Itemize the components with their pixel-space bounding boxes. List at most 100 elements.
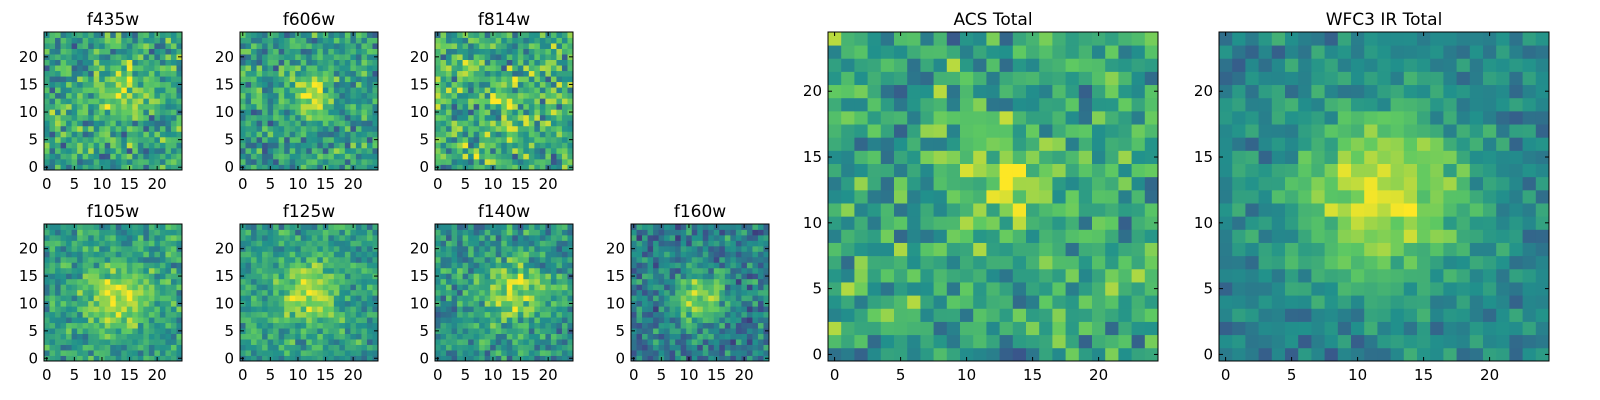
heatmap-cell: [372, 120, 379, 127]
heatmap-cell: [350, 125, 357, 132]
heatmap-cell: [702, 317, 709, 324]
heatmap-cell: [60, 76, 67, 83]
heatmap-cell: [256, 114, 263, 121]
heatmap-cell: [828, 321, 842, 336]
heatmap-cell: [920, 347, 934, 362]
heatmap-cell: [920, 295, 934, 309]
heatmap-cell: [479, 76, 486, 83]
heatmap-cell: [440, 158, 447, 165]
x-tick-label: 10: [288, 366, 307, 384]
heatmap-cell: [176, 92, 183, 99]
heatmap-cell: [724, 262, 731, 269]
heatmap-cell: [517, 98, 524, 105]
heatmap-cell: [267, 125, 274, 132]
heatmap-cell: [99, 322, 106, 329]
heatmap-cell: [245, 344, 252, 351]
heatmap-cell: [1052, 216, 1066, 230]
heatmap-cell: [88, 333, 95, 340]
heatmap-cell: [495, 114, 502, 121]
heatmap-cell: [245, 114, 252, 121]
axes-frame: [239, 223, 379, 362]
heatmap-cell: [440, 224, 447, 230]
heatmap-cell: [284, 147, 291, 154]
heatmap-cell: [686, 240, 693, 247]
heatmap-cell: [240, 153, 246, 160]
heatmap-cell: [719, 295, 726, 302]
heatmap-cell: [71, 76, 78, 83]
heatmap-cell: [311, 339, 318, 345]
heatmap-cell: [295, 234, 302, 241]
heatmap-cell: [366, 158, 373, 165]
heatmap-cell: [289, 317, 296, 324]
heatmap-cell: [550, 262, 557, 269]
heatmap-cell: [132, 54, 139, 60]
heatmap-cell: [165, 311, 172, 318]
heatmap-cell: [344, 136, 351, 143]
heatmap-cell: [713, 245, 720, 252]
heatmap-cell: [534, 158, 541, 165]
heatmap-cell: [267, 147, 274, 154]
heatmap-cell: [561, 59, 568, 66]
heatmap-cell: [88, 81, 95, 88]
heatmap-cell: [256, 142, 263, 149]
heatmap-cell: [245, 136, 252, 143]
heatmap-cell: [361, 87, 368, 94]
heatmap-cell: [512, 317, 519, 324]
heatmap-cell: [126, 37, 133, 44]
heatmap-cell: [82, 317, 89, 324]
heatmap-cell: [506, 153, 513, 160]
heatmap-cell: [289, 339, 296, 345]
heatmap-cell: [132, 234, 139, 241]
heatmap-cell: [713, 328, 720, 334]
heatmap-cell: [44, 153, 50, 160]
heatmap-cell: [240, 311, 246, 318]
heatmap-cell: [675, 289, 682, 296]
heatmap-cell: [642, 333, 648, 340]
heatmap-cell: [473, 240, 480, 247]
heatmap-cell: [273, 245, 280, 252]
heatmap-cell: [71, 81, 78, 88]
heatmap-cell: [501, 70, 508, 77]
heatmap-cell: [143, 322, 150, 329]
heatmap-cell: [545, 81, 552, 88]
heatmap-cell: [561, 65, 568, 72]
heatmap-cell: [104, 76, 111, 83]
heatmap-cell: [55, 289, 61, 296]
heatmap-cell: [273, 136, 280, 143]
heatmap-cell: [137, 289, 144, 296]
heatmap-cell: [691, 278, 698, 285]
heatmap-cell: [534, 289, 541, 296]
heatmap-cell: [317, 333, 324, 340]
heatmap-cell: [295, 295, 302, 302]
heatmap-cell: [350, 70, 357, 77]
heatmap-cell: [741, 322, 748, 329]
heatmap-cell: [295, 350, 302, 356]
heatmap-cell: [490, 251, 497, 258]
heatmap-cell: [284, 284, 291, 291]
heatmap-cell: [176, 87, 183, 94]
heatmap-cell: [506, 322, 513, 329]
heatmap-cell: [435, 92, 441, 99]
heatmap-cell: [328, 278, 335, 285]
heatmap-cell: [534, 87, 541, 94]
heatmap-cell: [702, 339, 709, 345]
heatmap-cell: [675, 355, 682, 362]
heatmap-cell: [702, 229, 709, 236]
heatmap-cell: [273, 289, 280, 296]
heatmap-cell: [473, 311, 480, 318]
y-tick-label: 5: [28, 322, 38, 340]
heatmap-cell: [66, 76, 72, 83]
heatmap-cell: [121, 224, 128, 230]
x-tick-label: 20: [344, 175, 363, 193]
heatmap-cell: [528, 251, 535, 258]
heatmap-cell: [317, 87, 324, 94]
heatmap-cell: [355, 295, 362, 302]
heatmap-cell: [664, 306, 671, 313]
heatmap-cell: [267, 158, 274, 165]
heatmap-cell: [686, 273, 693, 280]
heatmap-cell: [724, 267, 731, 274]
heatmap-cell: [55, 355, 61, 362]
heatmap-cell: [267, 278, 274, 285]
heatmap-cell: [165, 289, 172, 296]
heatmap-cell: [339, 70, 346, 77]
